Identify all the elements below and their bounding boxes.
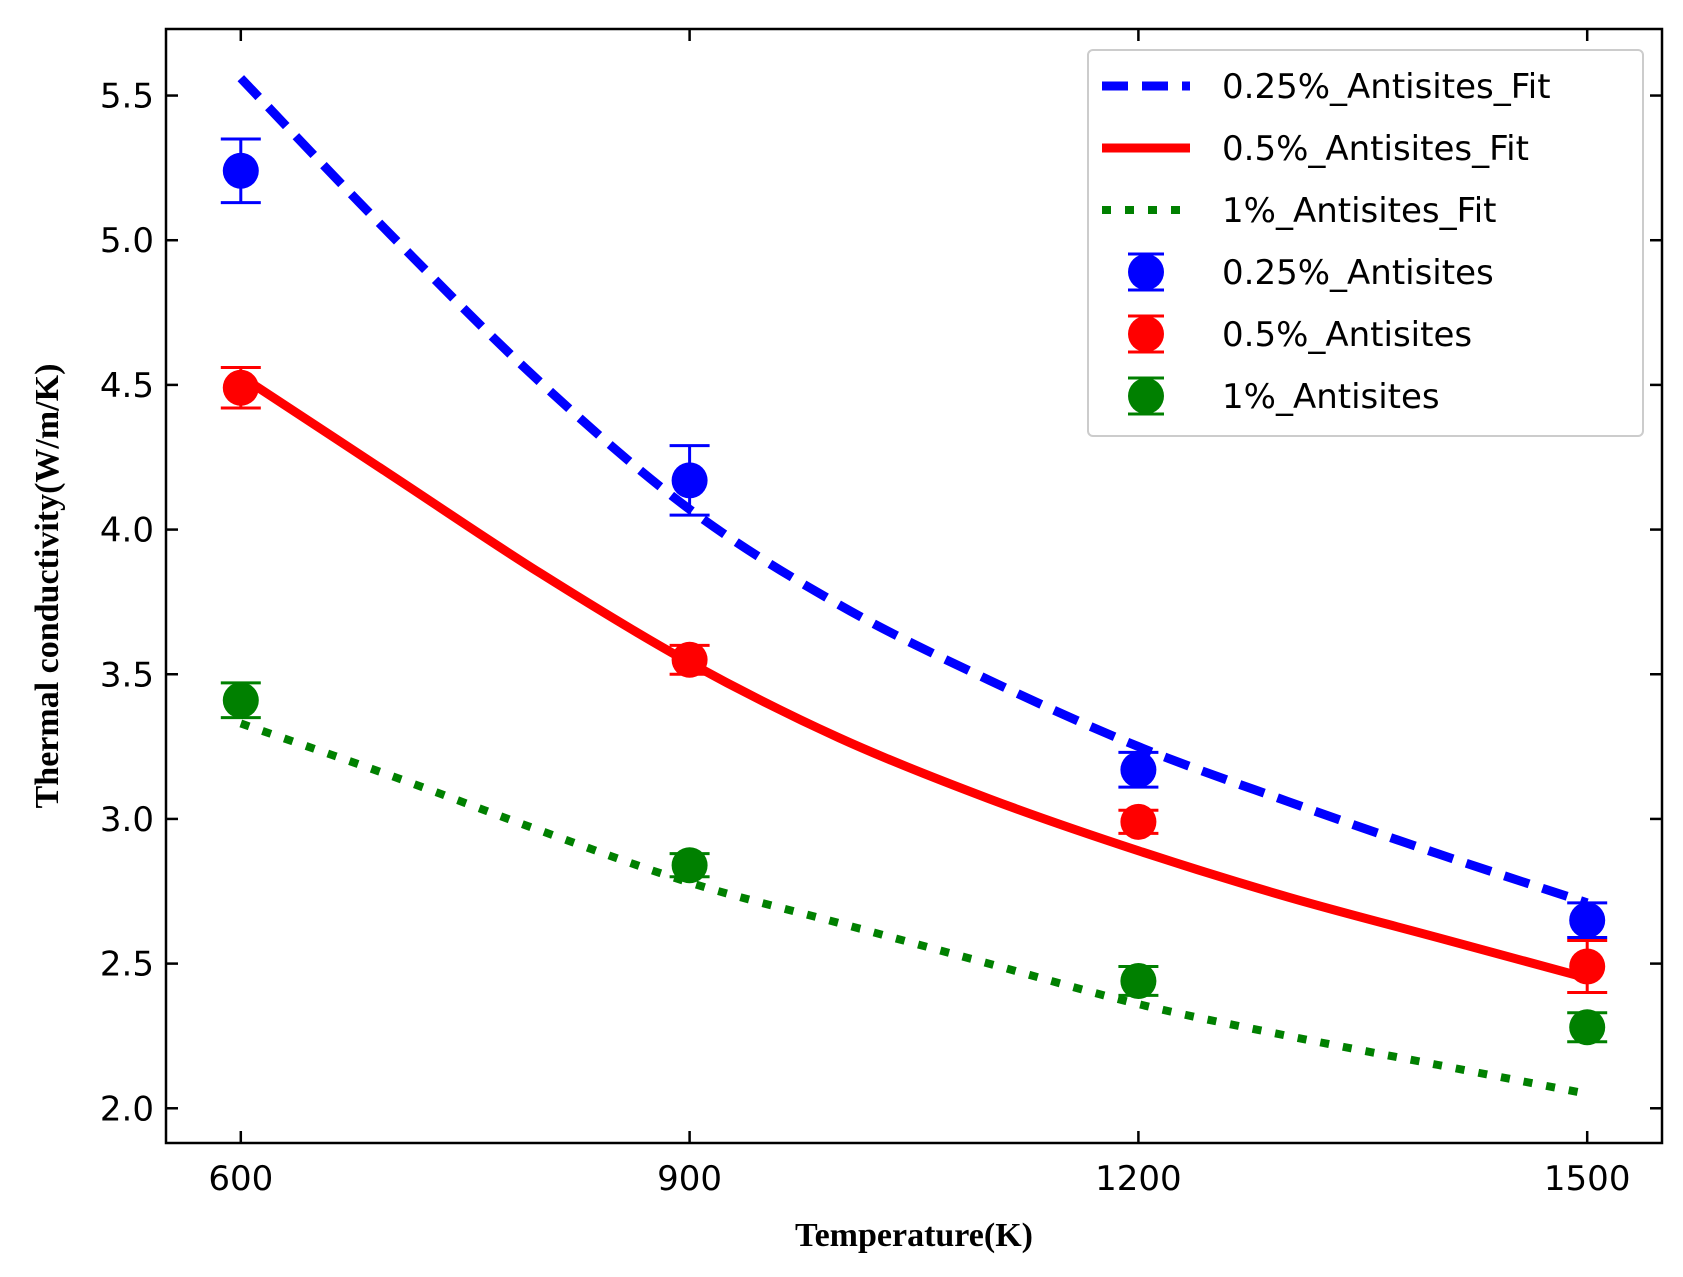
- legend-label-1-antisites: 1%_Antisites: [1222, 377, 1440, 417]
- legend-label-0-5-antisites-fit: 0.5%_Antisites_Fit: [1222, 129, 1529, 169]
- y-tick-label: 4.0: [100, 511, 154, 551]
- data-point-0-25-antisites: [671, 462, 708, 499]
- data-point-1-antisites: [1120, 962, 1157, 999]
- y-tick-label: 5.0: [100, 221, 154, 261]
- fit-lines: [237, 75, 1589, 1098]
- legend-box: [1087, 49, 1644, 437]
- x-tick-label: 900: [657, 1159, 722, 1199]
- y-axis-label: Thermal conductivity(W/m/K): [29, 364, 66, 809]
- y-tick-label: 3.0: [100, 800, 154, 840]
- x-tick-label: 1500: [1544, 1159, 1631, 1199]
- data-point-0-5-antisites: [222, 369, 259, 406]
- y-tick-label: 4.5: [100, 366, 154, 406]
- x-tick-label: 1200: [1095, 1159, 1182, 1199]
- data-point-0-5-antisites: [1120, 803, 1157, 840]
- y-tick-label: 2.5: [100, 945, 154, 985]
- data-point-0-5-antisites: [671, 641, 708, 678]
- legend-marker-0-5-antisites: [1128, 316, 1164, 352]
- data-point-0-25-antisites: [1120, 751, 1157, 788]
- fit-line-0-25-antisites-fit: [237, 75, 1589, 908]
- legend-label-0-25-antisites: 0.25%_Antisites: [1222, 253, 1494, 293]
- y-tick-label: 5.5: [100, 77, 154, 117]
- fit-line-0-5-antisites-fit: [238, 372, 1589, 983]
- x-axis-label: Temperature(K): [795, 1217, 1033, 1254]
- data-point-0-25-antisites: [1569, 902, 1606, 939]
- data-point-1-antisites: [671, 847, 708, 884]
- legend-label-1-antisites-fit: 1%_Antisites_Fit: [1222, 191, 1497, 231]
- legend: 0.25%_Antisites_Fit 0.5%_Antisites_Fit 1%_…: [1087, 49, 1644, 437]
- y-tick-label: 2.0: [100, 1089, 154, 1129]
- data-point-1-antisites: [222, 682, 259, 719]
- data-points: [220, 137, 1608, 1046]
- y-tick-label: 3.5: [100, 655, 154, 695]
- data-point-0-25-antisites: [222, 152, 259, 189]
- x-tick-label: 600: [208, 1159, 273, 1199]
- legend-marker-0-25-antisites: [1128, 254, 1164, 290]
- fit-line-1-antisites-fit: [239, 719, 1588, 1098]
- legend-label-0-5-antisites: 0.5%_Antisites: [1222, 315, 1472, 355]
- data-point-0-5-antisites: [1569, 948, 1606, 985]
- data-point-1-antisites: [1569, 1009, 1606, 1046]
- legend-label-0-25-antisites-fit: 0.25%_Antisites_Fit: [1222, 67, 1551, 107]
- legend-marker-1-antisites: [1128, 378, 1164, 414]
- axis-ticks: 600 900 1200 1500 2.0 2.5 3.0 3.5 4.0 4.5 5.0 5.5: [100, 29, 1662, 1199]
- plot-frame: [164, 27, 1664, 1145]
